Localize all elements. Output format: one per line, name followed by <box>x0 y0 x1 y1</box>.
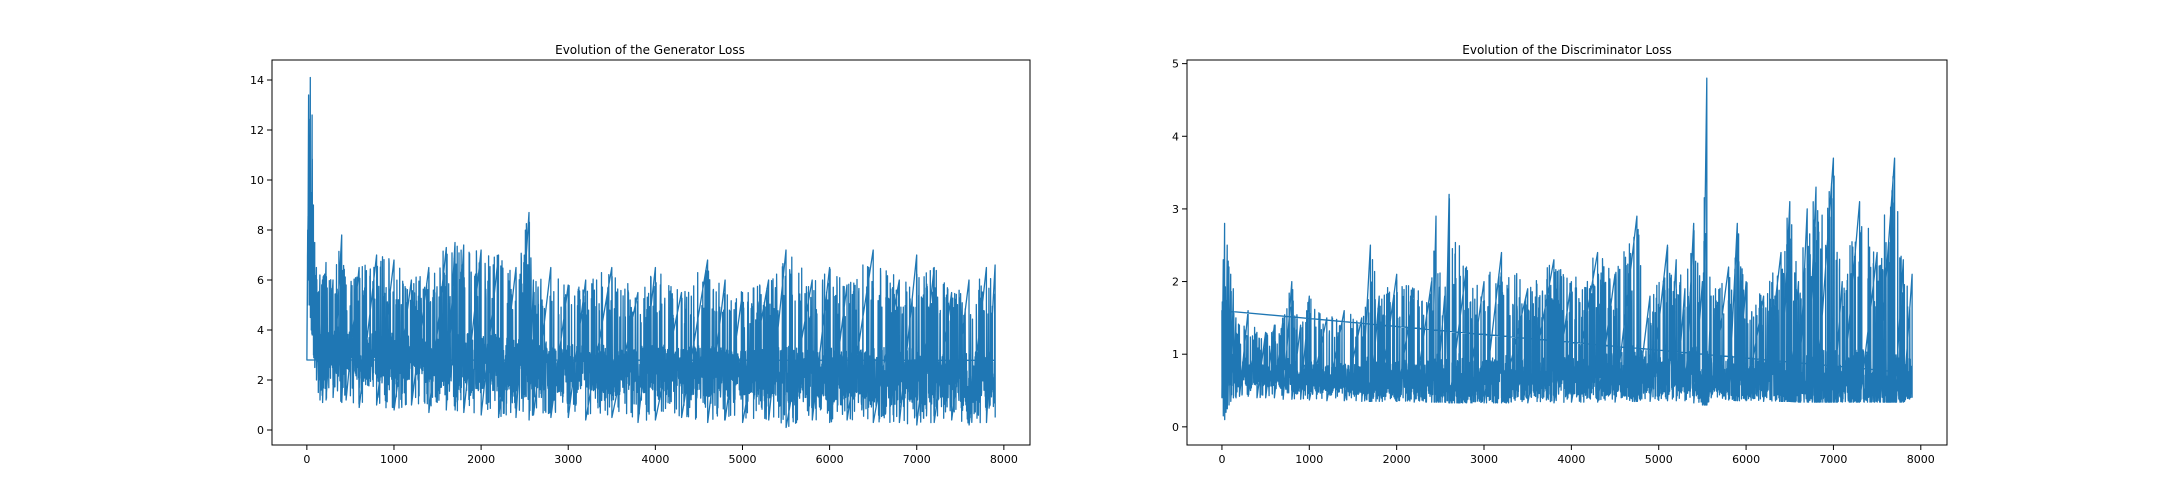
generator-y-tick-label: 2 <box>257 374 264 387</box>
generator-y-ticks: 0 2 4 6 8 10 12 14 <box>250 74 272 437</box>
discriminator-x-tick-label: 4000 <box>1557 453 1585 466</box>
discriminator-x-tick-label: 3000 <box>1470 453 1498 466</box>
discriminator-loss-chart: Evolution of the Discriminator Loss 0 100… <box>1172 43 1948 466</box>
generator-x-tick-label: 5000 <box>728 453 756 466</box>
generator-x-tick-label: 7000 <box>903 453 931 466</box>
generator-loss-chart: Evolution of the Generator Loss 0 1000 200… <box>250 43 1031 466</box>
discriminator-x-tick-label: 8000 <box>1907 453 1935 466</box>
generator-x-tick-label: 4000 <box>641 453 669 466</box>
generator-plot-lines <box>306 76 996 429</box>
discriminator-y-tick-label: 1 <box>1172 348 1179 361</box>
generator-x-tick-label: 8000 <box>990 453 1018 466</box>
discriminator-x-tick-label: 5000 <box>1645 453 1673 466</box>
discriminator-x-tick-label: 2000 <box>1383 453 1411 466</box>
discriminator-y-ticks: 0 1 2 3 4 5 <box>1172 58 1187 434</box>
generator-x-tick-label: 0 <box>303 453 310 466</box>
discriminator-y-tick-label: 4 <box>1172 130 1179 143</box>
generator-x-tick-label: 3000 <box>554 453 582 466</box>
generator-y-tick-label: 6 <box>257 274 264 287</box>
discriminator-plot-lines <box>1221 77 1913 421</box>
discriminator-chart-title: Evolution of the Discriminator Loss <box>1462 43 1671 57</box>
generator-chart-title: Evolution of the Generator Loss <box>555 43 745 57</box>
generator-x-ticks: 0 1000 2000 3000 4000 5000 6000 7000 8000 <box>303 445 1018 466</box>
generator-y-tick-label: 12 <box>250 124 264 137</box>
discriminator-loss-series-line <box>1221 77 1913 421</box>
generator-loss-series-line <box>306 76 996 429</box>
generator-x-tick-label: 2000 <box>467 453 495 466</box>
generator-x-tick-label: 6000 <box>816 453 844 466</box>
discriminator-x-tick-label: 6000 <box>1732 453 1760 466</box>
generator-y-tick-label: 14 <box>250 74 264 87</box>
discriminator-y-tick-label: 3 <box>1172 203 1179 216</box>
generator-y-tick-label: 4 <box>257 324 264 337</box>
discriminator-x-tick-label: 7000 <box>1819 453 1847 466</box>
generator-plot-frame <box>271 59 1031 446</box>
discriminator-x-tick-label: 1000 <box>1295 453 1323 466</box>
generator-y-tick-label: 0 <box>257 424 264 437</box>
generator-y-tick-label: 10 <box>250 174 264 187</box>
discriminator-x-tick-label: 0 <box>1218 453 1225 466</box>
discriminator-plot-frame <box>1186 59 1948 446</box>
generator-y-tick-label: 8 <box>257 224 264 237</box>
discriminator-x-ticks: 0 1000 2000 3000 4000 5000 6000 7000 8000 <box>1218 445 1935 466</box>
discriminator-y-tick-label: 2 <box>1172 276 1179 289</box>
discriminator-y-tick-label: 5 <box>1172 58 1179 71</box>
generator-x-tick-label: 1000 <box>380 453 408 466</box>
discriminator-y-tick-label: 0 <box>1172 421 1179 434</box>
